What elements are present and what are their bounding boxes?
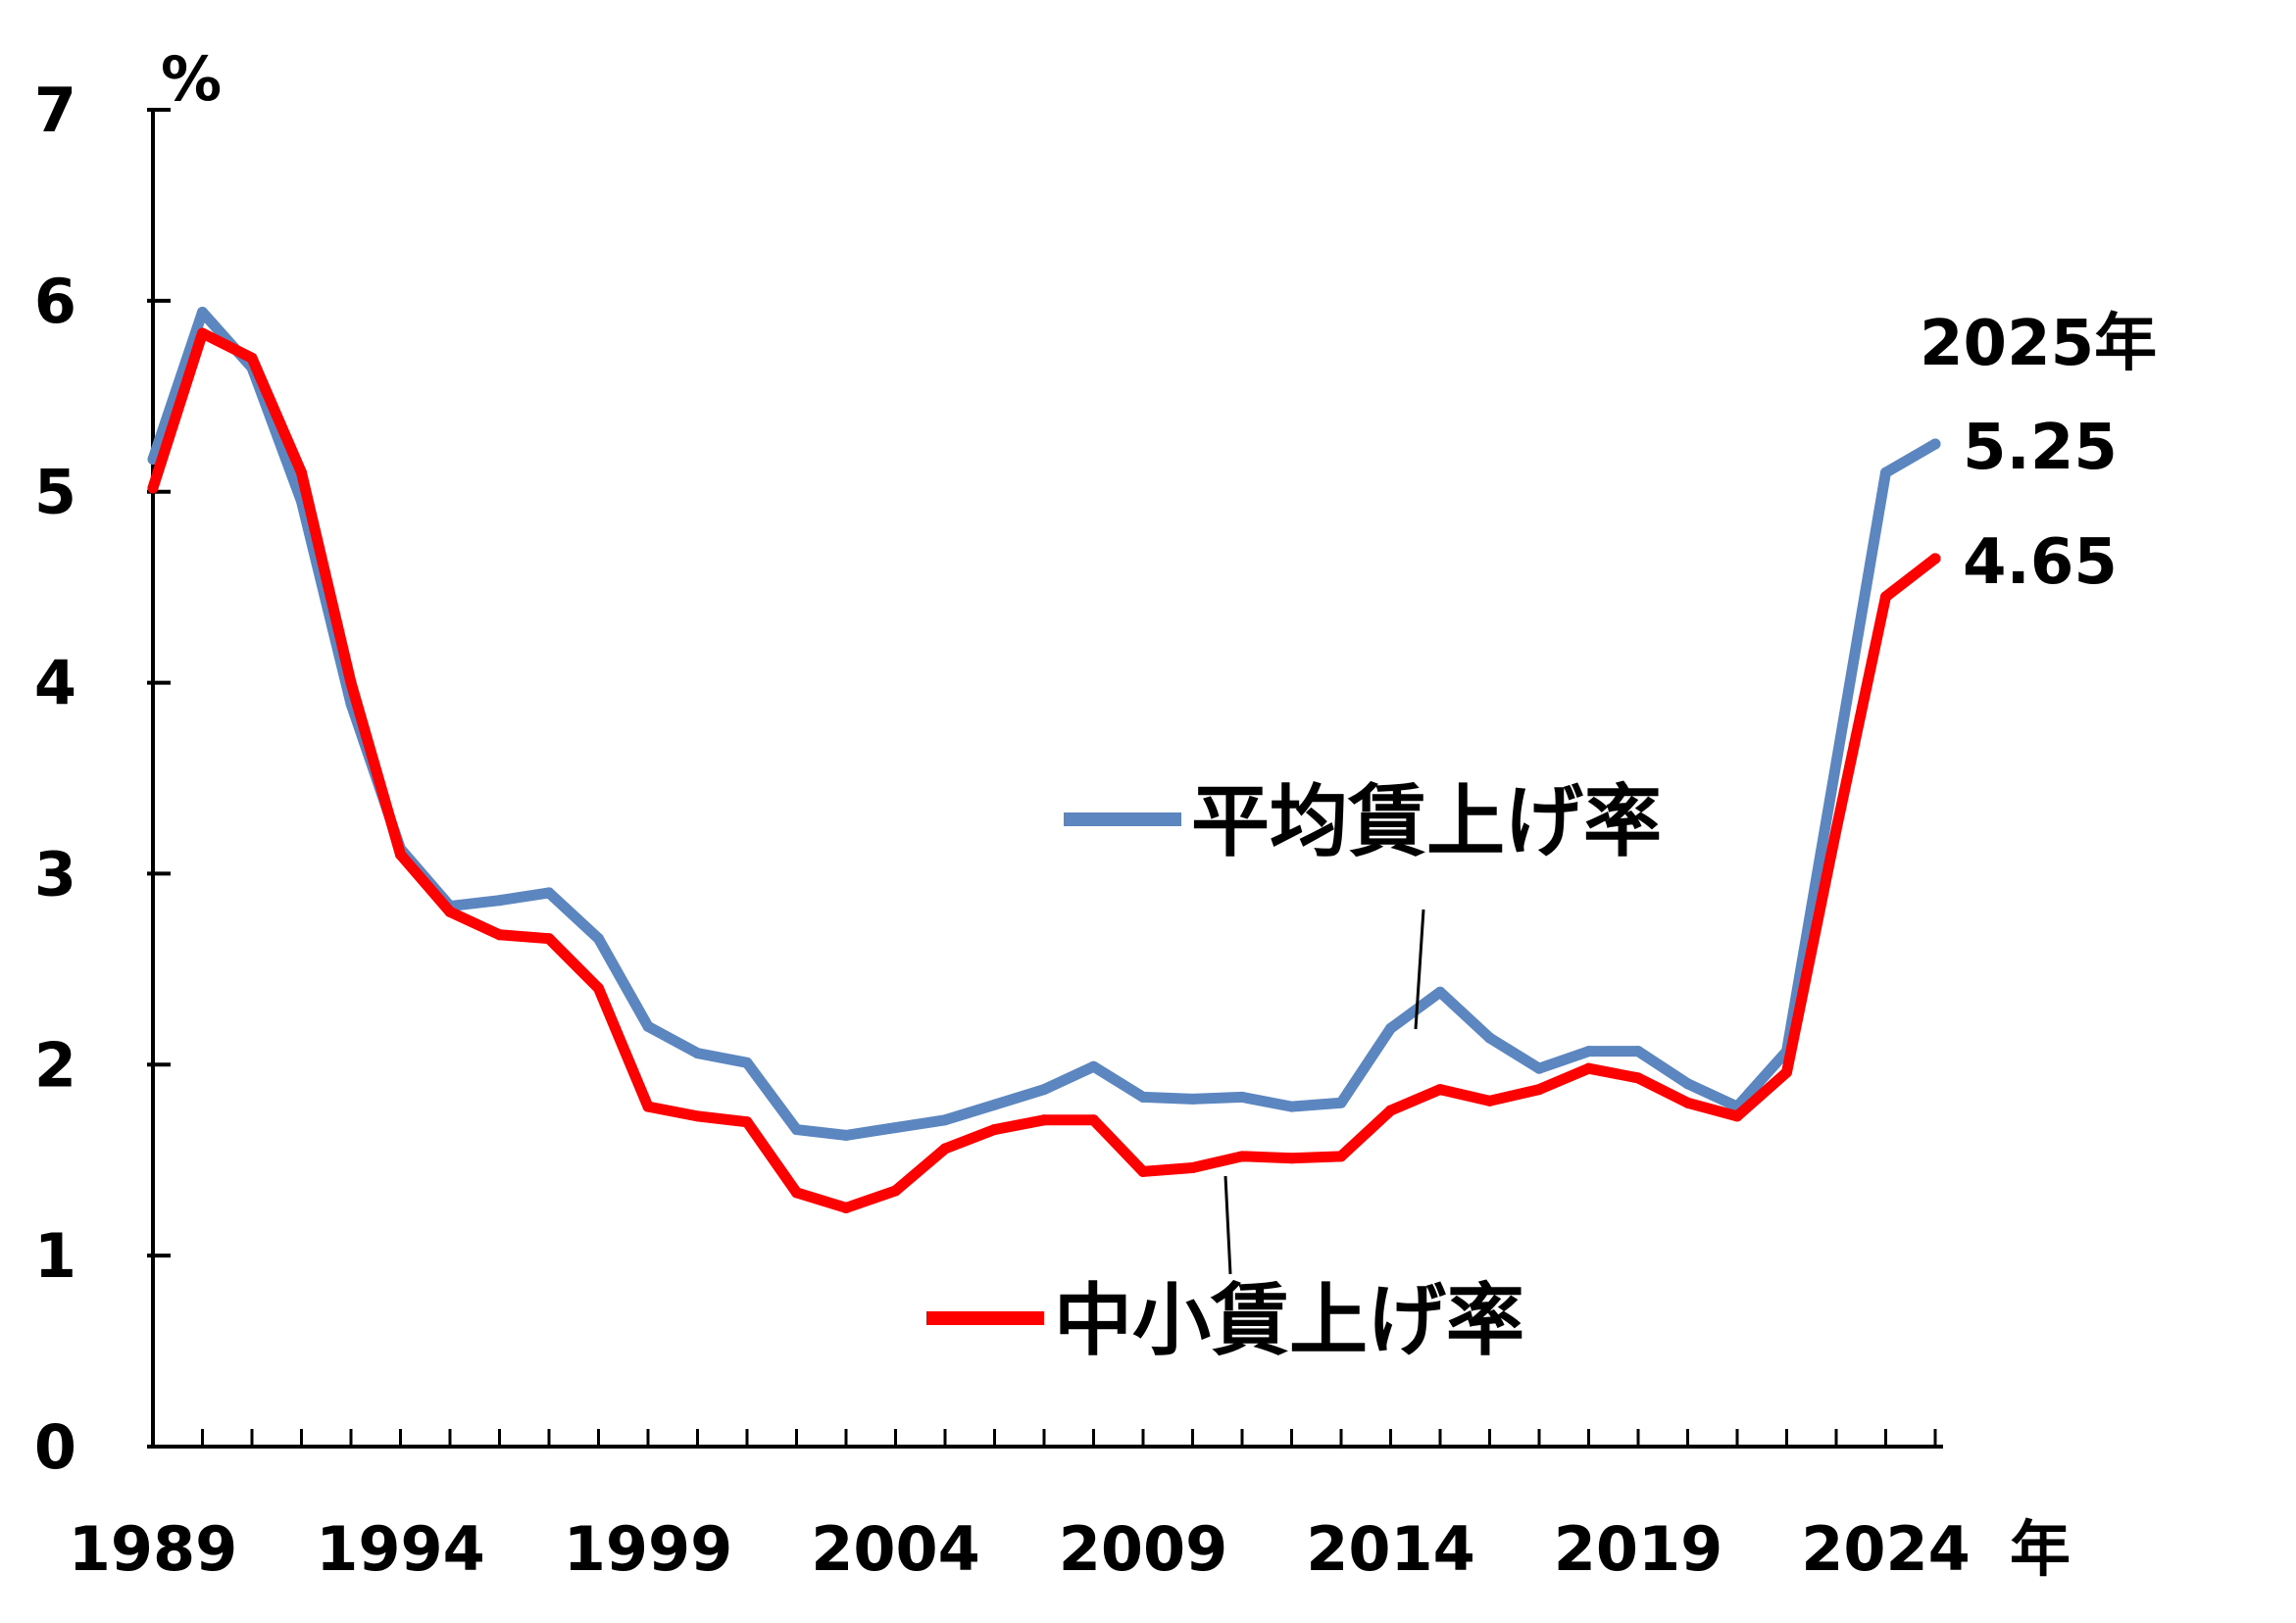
x-unit-label: 年 bbox=[2010, 1513, 2071, 1585]
y-unit-label: % bbox=[161, 43, 222, 115]
data-point-1 bbox=[692, 1110, 703, 1122]
data-point-1 bbox=[1484, 1095, 1495, 1107]
data-point-0 bbox=[1583, 1046, 1594, 1057]
data-point-1 bbox=[246, 352, 258, 364]
data-point-1 bbox=[444, 906, 456, 917]
data-point-0 bbox=[1682, 1078, 1693, 1090]
data-point-0 bbox=[1335, 1097, 1347, 1108]
data-point-0 bbox=[1880, 467, 1891, 478]
data-point-1 bbox=[989, 1124, 1000, 1136]
y-tick-label: 7 bbox=[34, 74, 76, 146]
data-point-0 bbox=[692, 1048, 703, 1059]
data-point-0 bbox=[1929, 438, 1941, 450]
data-point-1 bbox=[890, 1185, 901, 1197]
data-point-1 bbox=[1236, 1151, 1248, 1162]
data-point-0 bbox=[1830, 757, 1842, 768]
legend-label-sme: 中小賃上げ率 bbox=[1054, 1275, 1524, 1366]
data-point-1 bbox=[494, 929, 505, 941]
legend-pointer-avg bbox=[1414, 909, 1425, 1030]
data-point-0 bbox=[1137, 1091, 1149, 1103]
data-point-1 bbox=[840, 1202, 852, 1213]
data-point-0 bbox=[1187, 1093, 1198, 1105]
data-point-0 bbox=[543, 887, 555, 899]
data-point-1 bbox=[1731, 1110, 1743, 1122]
legend-label-avg: 平均賃上げ率 bbox=[1191, 776, 1662, 867]
y-tick-label: 3 bbox=[34, 838, 76, 910]
data-point-1 bbox=[642, 1101, 654, 1112]
y-tick-label: 2 bbox=[34, 1029, 76, 1101]
data-point-1 bbox=[296, 467, 307, 478]
x-tick-label: 1999 bbox=[564, 1513, 733, 1585]
data-point-0 bbox=[939, 1114, 951, 1126]
data-point-1 bbox=[1583, 1062, 1594, 1074]
y-tick-label: 1 bbox=[34, 1220, 76, 1292]
data-point-1 bbox=[1929, 553, 1941, 565]
data-point-1 bbox=[1830, 824, 1842, 836]
x-tick-label: 2019 bbox=[1554, 1513, 1723, 1585]
year-annotation: 2025年 bbox=[1920, 308, 2157, 380]
data-point-0 bbox=[1286, 1101, 1297, 1112]
data-point-1 bbox=[395, 849, 406, 861]
data-point-1 bbox=[1385, 1105, 1396, 1116]
x-tick-label: 2009 bbox=[1059, 1513, 1228, 1585]
data-point-0 bbox=[1038, 1084, 1050, 1096]
data-point-1 bbox=[1335, 1151, 1347, 1162]
x-tick-label: 1994 bbox=[316, 1513, 485, 1585]
data-point-1 bbox=[1137, 1165, 1149, 1177]
y-tick-label: 6 bbox=[34, 266, 76, 337]
data-point-1 bbox=[791, 1187, 802, 1199]
y-tick-label: 5 bbox=[34, 457, 76, 528]
x-tick-label: 2004 bbox=[811, 1513, 980, 1585]
data-point-1 bbox=[593, 982, 604, 994]
data-point-1 bbox=[147, 482, 159, 494]
y-tick-label: 4 bbox=[34, 648, 76, 719]
sme-end-value: 4.65 bbox=[1963, 526, 2118, 599]
data-point-0 bbox=[642, 1020, 654, 1032]
data-point-1 bbox=[741, 1116, 753, 1128]
data-point-0 bbox=[840, 1129, 852, 1141]
x-tick-label: 2014 bbox=[1306, 1513, 1475, 1585]
data-point-1 bbox=[1632, 1072, 1644, 1084]
data-point-1 bbox=[543, 933, 555, 945]
data-point-1 bbox=[1038, 1114, 1050, 1126]
data-point-0 bbox=[741, 1057, 753, 1068]
data-point-1 bbox=[1880, 591, 1891, 603]
data-point-1 bbox=[1682, 1097, 1693, 1108]
series-layer bbox=[147, 307, 1941, 1213]
x-tick-label: 2024 bbox=[1801, 1513, 1971, 1585]
data-point-0 bbox=[1236, 1091, 1248, 1103]
series-line-0 bbox=[147, 307, 1941, 1141]
y-ticks: 0 1 2 3 4 5 6 7 bbox=[34, 74, 171, 1483]
data-point-1 bbox=[345, 677, 357, 689]
data-point-1 bbox=[197, 327, 208, 339]
data-point-0 bbox=[197, 307, 208, 319]
data-point-1 bbox=[1533, 1084, 1545, 1096]
data-point-1 bbox=[939, 1143, 951, 1155]
avg-end-value: 5.25 bbox=[1963, 412, 2118, 484]
data-point-0 bbox=[1434, 986, 1446, 998]
data-point-1 bbox=[1781, 1066, 1792, 1078]
data-point-0 bbox=[1632, 1046, 1644, 1057]
data-point-1 bbox=[1434, 1084, 1446, 1096]
data-point-0 bbox=[1484, 1032, 1495, 1044]
data-point-1 bbox=[1088, 1114, 1099, 1126]
data-point-0 bbox=[791, 1124, 802, 1136]
data-point-0 bbox=[890, 1122, 901, 1134]
data-point-0 bbox=[1533, 1062, 1545, 1074]
x-tick-label: 1989 bbox=[69, 1513, 238, 1585]
y-tick-label: 0 bbox=[34, 1411, 76, 1483]
data-point-0 bbox=[1088, 1060, 1099, 1072]
data-point-1 bbox=[1286, 1153, 1297, 1164]
data-point-1 bbox=[1187, 1162, 1198, 1174]
data-point-0 bbox=[494, 895, 505, 907]
x-ticks: 1989 1994 1999 2004 2009 2014 2019 2024 bbox=[69, 1429, 1971, 1585]
legend-pointer-sme bbox=[1223, 1175, 1232, 1275]
data-point-0 bbox=[1385, 1022, 1396, 1034]
data-point-0 bbox=[593, 933, 604, 945]
data-point-0 bbox=[989, 1099, 1000, 1110]
